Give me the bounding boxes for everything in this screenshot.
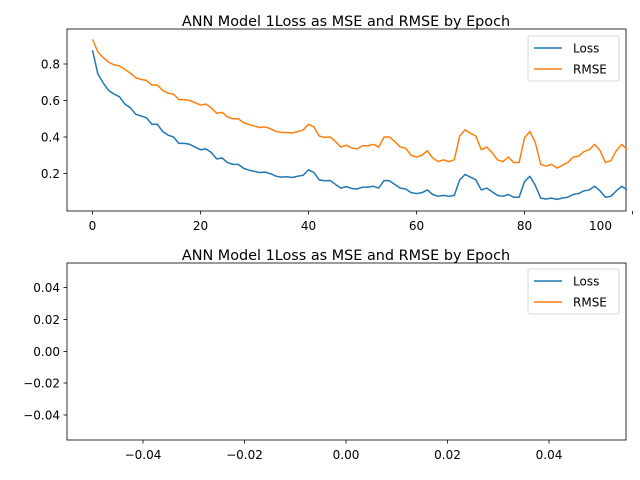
chart-bottom-xticks: −0.04 −0.02 0.00 0.02 0.04 <box>125 440 563 462</box>
chart-top-xtick-0: 0 <box>89 211 97 233</box>
chart-bottom-xtick-label-0: −0.04 <box>125 448 162 462</box>
chart-bottom-xtick-4: 0.04 <box>536 440 563 462</box>
chart-bottom-ytick-1: −0.02 <box>23 377 67 391</box>
legend-label-loss: Loss <box>573 275 599 289</box>
chart-top-ytick-label-3: 0.8 <box>41 58 60 72</box>
chart-top-ytick-label-1: 0.4 <box>41 131 60 145</box>
chart-bottom-ytick-label-1: −0.02 <box>23 377 60 391</box>
chart-top-title: ANN Model 1Loss as MSE and RMSE by Epoch <box>182 14 510 30</box>
legend-label-loss: Loss <box>573 42 599 56</box>
chart-top-ytick-3: 0.8 <box>41 58 67 72</box>
chart-top-plot-area <box>66 28 627 212</box>
chart-bottom-ytick-0: −0.04 <box>23 409 67 423</box>
series-line-loss <box>91 50 628 201</box>
chart-top-ytick-1: 0.4 <box>41 131 67 145</box>
chart-top-legend: Loss RMSE <box>527 35 620 82</box>
chart-bottom: ANN Model 1Loss as MSE and RMSE by Epoch… <box>23 248 627 462</box>
chart-bottom-ytick-3: 0.02 <box>33 313 67 327</box>
chart-top-xtick-5: 100 <box>589 211 633 233</box>
chart-bottom-xtick-label-1: −0.02 <box>226 448 263 462</box>
chart-top-xtick-label-0: 0 <box>89 219 97 233</box>
chart-top-xtick-label-5: 100 <box>589 219 612 233</box>
chart-bottom-yticks: −0.04 −0.02 0.00 0.02 0.04 <box>23 281 67 423</box>
series-line-rmse <box>91 39 628 169</box>
chart-top-xtick-label-2: 40 <box>301 219 316 233</box>
chart-bottom-xtick-label-2: 0.00 <box>333 448 360 462</box>
legend-label-rmse: RMSE <box>573 63 607 77</box>
chart-bottom-ytick-label-2: 0.00 <box>33 345 60 359</box>
chart-top-xtick-label-4: 80 <box>517 219 532 233</box>
chart-top: ANN Model 1Loss as MSE and RMSE by Epoch… <box>41 14 633 233</box>
chart-top-xtick-4: 80 <box>517 211 532 233</box>
chart-top-ytick-0: 0.2 <box>41 167 67 181</box>
chart-bottom-xtick-1: −0.02 <box>226 440 263 462</box>
chart-bottom-xtick-label-3: 0.02 <box>434 448 461 462</box>
chart-bottom-ytick-label-4: 0.04 <box>33 281 60 295</box>
chart-bottom-legend: Loss RMSE <box>527 268 620 315</box>
chart-bottom-ytick-label-0: −0.04 <box>23 409 60 423</box>
chart-bottom-xtick-label-4: 0.04 <box>536 448 563 462</box>
chart-top-xtick-label-3: 60 <box>409 219 424 233</box>
chart-bottom-ytick-label-3: 0.02 <box>33 313 60 327</box>
chart-top-ytick-label-2: 0.6 <box>41 94 60 108</box>
chart-top-ytick-2: 0.6 <box>41 94 67 108</box>
chart-bottom-ytick-4: 0.04 <box>33 281 67 295</box>
chart-top-xtick-1: 20 <box>193 211 208 233</box>
chart-bottom-xtick-0: −0.04 <box>125 440 162 462</box>
chart-bottom-xtick-2: 0.00 <box>333 440 360 462</box>
chart-top-xtick-label-1: 20 <box>193 219 208 233</box>
chart-bottom-title: ANN Model 1Loss as MSE and RMSE by Epoch <box>182 248 510 264</box>
chart-top-ytick-label-0: 0.2 <box>41 167 60 181</box>
chart-top-xtick-2: 40 <box>301 211 316 233</box>
chart-bottom-xtick-3: 0.02 <box>434 440 461 462</box>
chart-top-xticks: 0 20 40 60 80 100 <box>89 211 633 233</box>
chart-bottom-ytick-2: 0.00 <box>33 345 67 359</box>
legend-label-rmse: RMSE <box>573 296 607 310</box>
chart-top-yticks: 0.2 0.4 0.6 0.8 <box>41 58 67 181</box>
chart-top-xtick-3: 60 <box>409 211 424 233</box>
